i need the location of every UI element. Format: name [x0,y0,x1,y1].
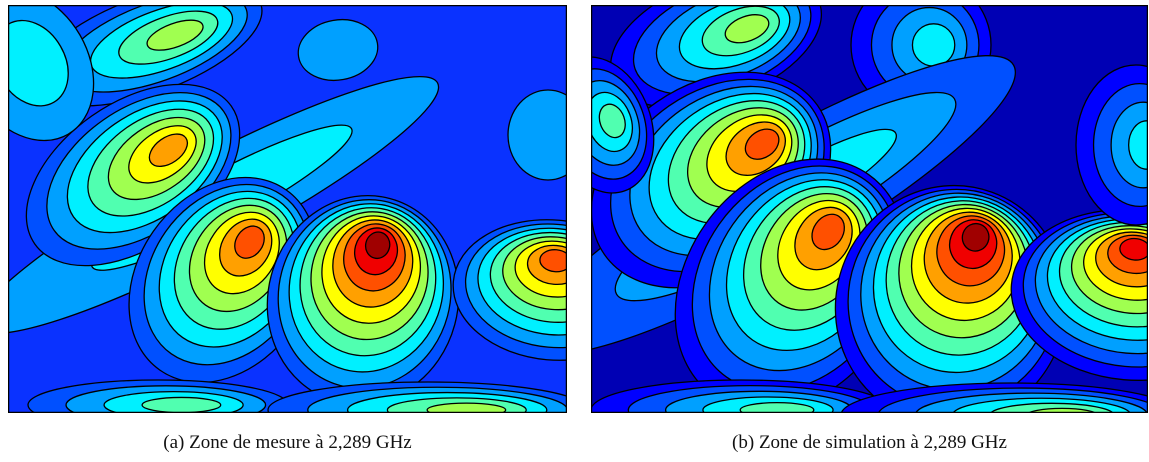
contour-level [234,225,265,259]
contour-level [141,396,222,413]
contour-level [426,402,507,413]
contour-level [1119,237,1148,261]
contour-level [811,213,845,251]
contour-level [297,19,379,81]
contour-blob [507,89,567,181]
contour-level [146,19,204,51]
contour-blob [27,379,289,413]
contour-blob [834,184,1068,413]
caption: (b) Zone de simulation à 2,289 GHz [732,432,1007,453]
contour-level [507,89,567,181]
frame [591,5,1148,413]
contour-blob [840,382,1148,413]
contour-plot [8,5,567,413]
plot-area [591,5,1148,413]
contour-level [744,128,780,160]
contour-level [911,23,956,67]
contour-blob [297,19,379,81]
contour-level [961,222,990,252]
contour-blob [452,219,567,361]
contour-blob [1075,64,1148,226]
contour-level [539,249,567,273]
frame [8,5,567,413]
plot-area [8,5,567,413]
contour-level [364,231,391,260]
contour-level [739,401,815,413]
contour-blob [266,194,460,406]
contour-blob [267,381,567,413]
contour-level [148,133,189,168]
caption: (a) Zone de mesure à 2,289 GHz [163,432,412,453]
contour-blob [1010,209,1148,381]
contour-level [724,14,770,44]
contour-blob [591,56,655,194]
contour-blob [591,379,892,413]
contour-blob [8,5,95,142]
contour-plot [591,5,1148,413]
contour-level [598,103,626,139]
